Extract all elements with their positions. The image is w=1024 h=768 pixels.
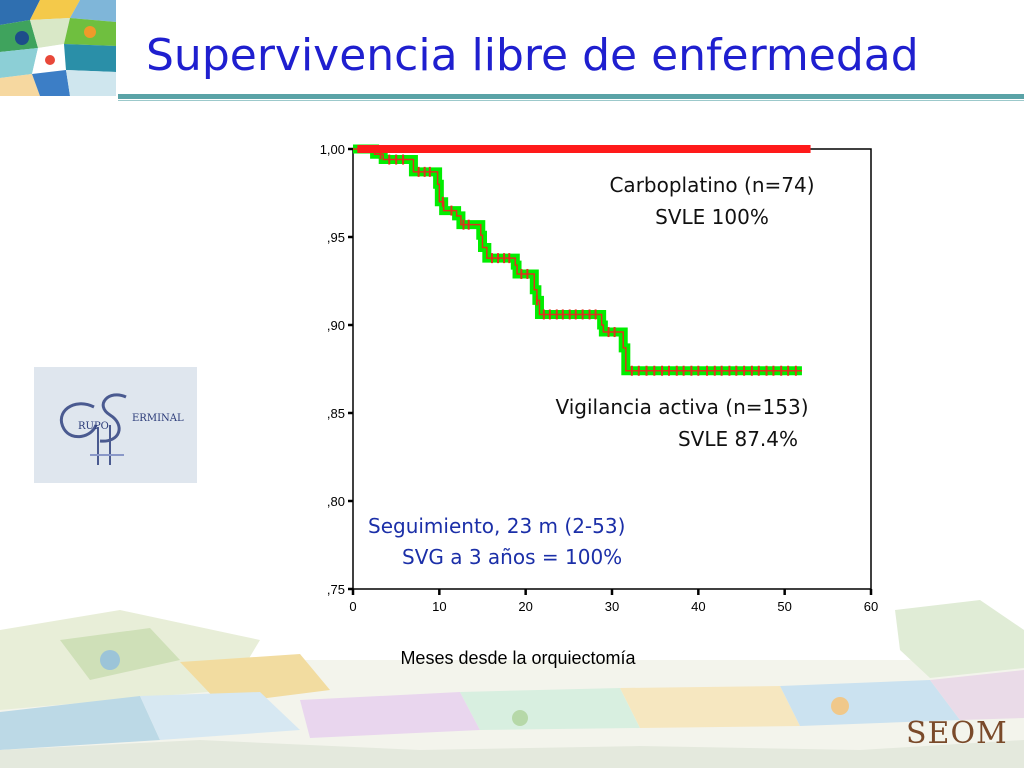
slide-title: Supervivencia libre de enfermedad	[146, 30, 919, 81]
vigilancia-label: Vigilancia activa (n=153)	[555, 395, 808, 419]
seom-logo: SEOM	[906, 716, 1008, 751]
vigilancia-line	[353, 148, 802, 372]
x-tick-label: 30	[605, 599, 619, 614]
svg-text:ERMINAL: ERMINAL	[132, 413, 184, 424]
svg-text:RUPO: RUPO	[78, 421, 109, 432]
x-tick-label: 0	[349, 599, 356, 614]
x-tick-label: 40	[691, 599, 705, 614]
seguimiento-label: Seguimiento, 23 m (2-53)	[368, 514, 625, 538]
svg-3-anos-label: SVG a 3 años = 100%	[402, 545, 622, 569]
corner-mosaic-decoration	[0, 0, 116, 96]
y-tick-label: 1,00	[320, 142, 345, 157]
carboplatino-svle-label: SVLE 100%	[655, 205, 769, 229]
vigilancia-svle-label: SVLE 87.4%	[678, 427, 798, 451]
x-tick-label: 20	[518, 599, 532, 614]
y-tick-label: ,95	[327, 230, 345, 245]
bottom-mosaic-decoration	[0, 600, 1024, 768]
x-tick-label: 60	[864, 599, 878, 614]
title-rule	[118, 94, 1024, 99]
grupo-germinal-logo: RUPO ERMINAL	[34, 367, 197, 483]
y-tick-label: ,80	[327, 494, 345, 509]
title-rule-thin	[118, 100, 1024, 101]
grupo-germinal-logo-mark: RUPO ERMINAL	[59, 393, 184, 465]
x-tick-label: 50	[777, 599, 791, 614]
x-tick-label: 10	[432, 599, 446, 614]
y-tick-label: ,90	[327, 318, 345, 333]
y-tick-label: ,85	[327, 406, 345, 421]
carboplatino-label: Carboplatino (n=74)	[609, 173, 814, 197]
y-tick-label: ,75	[327, 582, 345, 597]
x-axis-label: Meses desde la orquiectomía	[400, 648, 636, 668]
